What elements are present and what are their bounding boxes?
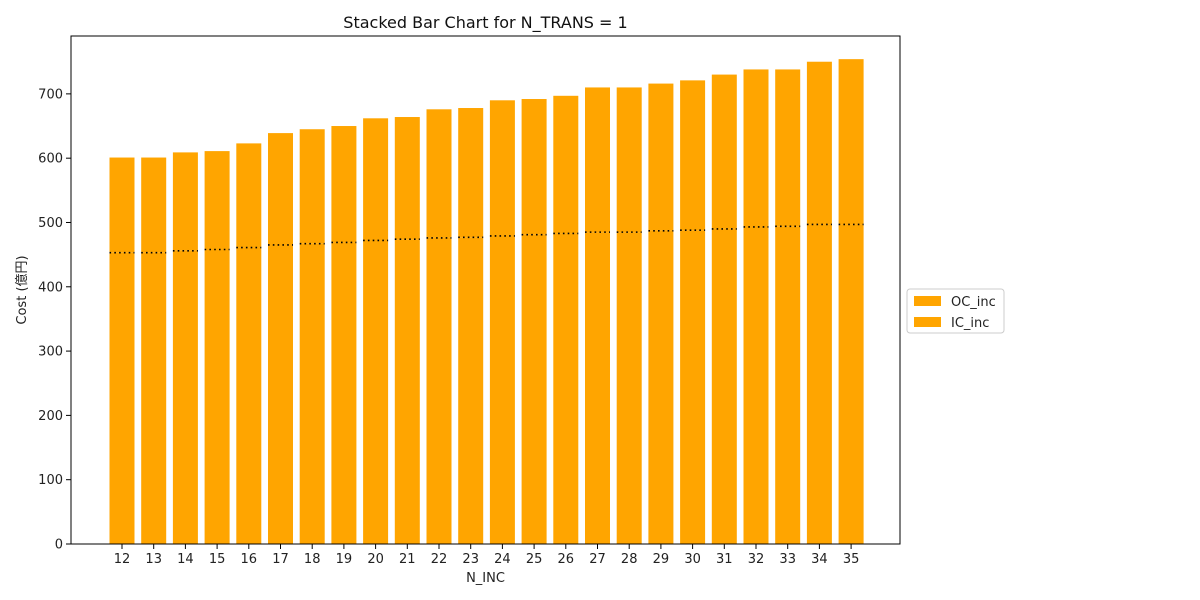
x-tick-label: 22 (431, 552, 448, 567)
bar-oc-inc-15 (204, 151, 230, 250)
y-tick-label: 400 (38, 280, 63, 295)
x-axis: 12 13 14 15 16 17 18 19 20 21 22 23 24 25 26 27 28 29 30 31… (114, 544, 860, 567)
bar-oc-inc-30 (680, 80, 706, 231)
bar-ic-inc-34 (806, 224, 832, 544)
bar-oc-inc-32 (743, 69, 769, 227)
bar-oc-inc-14 (172, 152, 198, 251)
legend-swatch (914, 296, 941, 306)
legend-label: IC_inc (951, 316, 989, 331)
x-tick-label: 18 (304, 552, 321, 567)
x-tick-label: 32 (748, 552, 765, 567)
bar-ic-inc-25 (521, 234, 547, 544)
bar-oc-inc-24 (489, 100, 515, 236)
y-axis-label: Cost (億円) (14, 255, 30, 324)
x-tick-label: 17 (272, 552, 289, 567)
y-tick-label: 100 (38, 473, 63, 488)
x-axis-label: N_INC (466, 571, 505, 586)
legend: OC_inc IC_inc (906, 288, 1005, 334)
x-tick-label: 29 (653, 552, 670, 567)
x-tick-label: 33 (779, 552, 796, 567)
bar-oc-inc-17 (268, 133, 293, 245)
x-tick-label: 13 (145, 552, 162, 567)
bars-group (109, 59, 864, 545)
y-tick-label: 700 (38, 87, 63, 102)
bar-ic-inc-20 (363, 240, 389, 544)
bar-oc-inc-33 (775, 69, 801, 227)
bar-ic-inc-32 (743, 226, 769, 544)
bar-ic-inc-35 (838, 224, 864, 544)
chart-title: Stacked Bar Chart for N_TRANS = 1 (343, 13, 627, 33)
x-tick-label: 31 (716, 552, 733, 567)
bar-ic-inc-23 (458, 237, 484, 545)
x-tick-label: 35 (843, 552, 860, 567)
bar-ic-inc-16 (236, 247, 262, 544)
bar-ic-inc-19 (331, 242, 357, 544)
bar-ic-inc-29 (648, 230, 674, 544)
bar-oc-inc-25 (521, 99, 547, 235)
x-tick-label: 34 (811, 552, 828, 567)
bar-ic-inc-18 (299, 243, 325, 544)
bar-oc-inc-20 (363, 118, 389, 241)
x-tick-label: 28 (621, 552, 638, 567)
bar-ic-inc-15 (204, 249, 230, 545)
bar-ic-inc-33 (775, 226, 801, 544)
y-axis: 0 100 200 300 400 500 600 700 (38, 87, 71, 553)
x-tick-label: 19 (336, 552, 353, 567)
bar-oc-inc-27 (585, 87, 610, 233)
legend-swatch (914, 317, 941, 327)
x-tick-label: 14 (177, 552, 194, 567)
x-tick-label: 26 (558, 552, 575, 567)
bar-oc-inc-13 (141, 157, 167, 253)
bar-oc-inc-22 (426, 109, 452, 238)
x-tick-label: 15 (209, 552, 226, 567)
x-tick-label: 25 (526, 552, 543, 567)
bar-oc-inc-34 (806, 61, 832, 225)
x-tick-label: 27 (589, 552, 606, 567)
bar-ic-inc-28 (616, 232, 642, 544)
bar-oc-inc-19 (331, 126, 357, 243)
bar-oc-inc-35 (838, 59, 864, 225)
bar-oc-inc-16 (236, 143, 262, 248)
bar-ic-inc-12 (109, 252, 135, 544)
bar-ic-inc-21 (394, 239, 420, 544)
x-tick-label: 23 (462, 552, 479, 567)
bar-oc-inc-31 (711, 74, 737, 229)
bar-oc-inc-28 (616, 87, 642, 233)
x-tick-label: 12 (114, 552, 131, 567)
bar-ic-inc-17 (268, 244, 293, 544)
bar-oc-inc-23 (458, 108, 484, 238)
bar-ic-inc-24 (489, 235, 515, 545)
x-tick-label: 24 (494, 552, 511, 567)
bar-ic-inc-14 (172, 250, 198, 544)
bar-oc-inc-12 (109, 157, 135, 253)
bar-ic-inc-22 (426, 237, 452, 544)
bar-oc-inc-21 (394, 117, 420, 240)
y-tick-label: 0 (55, 538, 63, 553)
y-tick-label: 200 (38, 409, 63, 424)
x-tick-label: 20 (367, 552, 384, 567)
bar-oc-inc-18 (299, 129, 325, 244)
x-tick-label: 21 (399, 552, 416, 567)
y-tick-label: 600 (38, 152, 63, 167)
y-tick-label: 500 (38, 216, 63, 231)
bar-oc-inc-26 (553, 95, 579, 234)
plot-frame (70, 35, 901, 545)
bar-ic-inc-13 (141, 252, 167, 544)
x-tick-label: 16 (241, 552, 258, 567)
bar-ic-inc-27 (585, 232, 610, 544)
bar-ic-inc-31 (711, 228, 737, 545)
x-tick-label: 30 (684, 552, 701, 567)
bar-ic-inc-26 (553, 233, 579, 544)
legend-label: OC_inc (951, 295, 996, 310)
bar-oc-inc-29 (648, 83, 674, 231)
bar-ic-inc-30 (680, 230, 706, 545)
y-tick-label: 300 (38, 345, 63, 360)
